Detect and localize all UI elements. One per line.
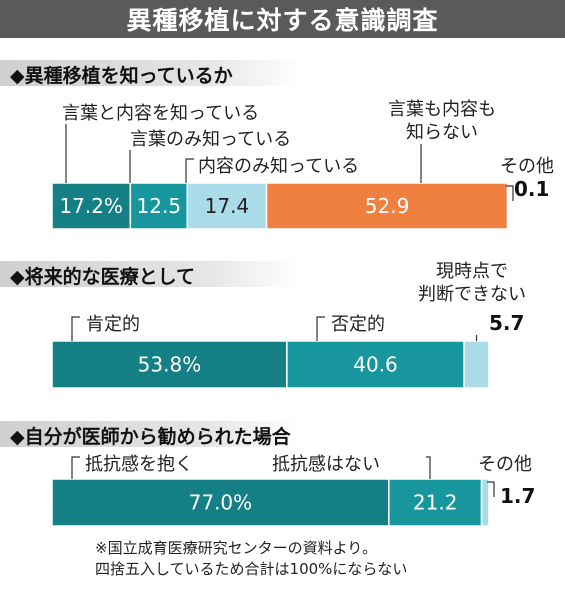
- bar-segment: [51, 182, 132, 230]
- bar-segment: [506, 182, 510, 230]
- leader-line: [426, 456, 431, 479]
- category-label: 抵抗感はない: [272, 454, 380, 475]
- category-label: 肯定的: [86, 314, 140, 335]
- category-label: その他: [478, 454, 532, 475]
- category-label: 現時点で: [436, 261, 508, 282]
- footnote-line-2: 四捨五入しているため合計は100%にならない: [95, 560, 408, 578]
- value-label: 0.1: [514, 177, 549, 201]
- chart-title: 異種移植に対する意識調査: [126, 6, 439, 35]
- bar-segment: [51, 478, 390, 527]
- category-label: 知らない: [406, 122, 478, 143]
- bar-segment: [129, 182, 189, 230]
- section-3-title: 自分が医師から勧められた場合: [24, 426, 291, 448]
- value-label: 17.4: [205, 194, 250, 218]
- value-label: 12.5: [137, 194, 182, 218]
- category-label: その他: [500, 156, 554, 177]
- category-label: 言葉も内容も: [388, 99, 496, 120]
- value-label: 53.8%: [138, 353, 202, 377]
- section-3-heading: ◆自分が医師から勧められた場合: [10, 422, 291, 449]
- section-1-header-bg: [0, 60, 300, 86]
- leader-line: [71, 456, 80, 479]
- section-3-header-bg: [0, 421, 300, 447]
- bar-segment: [51, 340, 288, 389]
- diamond-icon: ◆: [10, 266, 25, 288]
- leader-line: [506, 185, 514, 201]
- value-label: 52.9: [365, 194, 410, 218]
- value-label: 1.7: [500, 484, 535, 508]
- bar-segment: [286, 340, 465, 389]
- category-label: 言葉のみ知っている: [130, 129, 291, 150]
- diamond-icon: ◆: [10, 426, 25, 448]
- section-2-header-bg: [0, 261, 300, 287]
- bar-segment: [480, 478, 490, 527]
- category-label: 言葉と内容を知っている: [62, 103, 259, 124]
- section-1-title: 異種移植を知っているか: [24, 65, 233, 87]
- diamond-icon: ◆: [10, 65, 25, 87]
- leader-line: [71, 316, 80, 341]
- footnote: ※国立成育医療研究センターの資料より。 四捨五入しているため合計は100%になら…: [95, 538, 407, 580]
- leader-line: [185, 158, 194, 183]
- value-label: 17.2%: [59, 194, 123, 218]
- title-bar: 異種移植に対する意識調査: [0, 0, 565, 38]
- value-label: 21.2: [413, 491, 458, 515]
- category-label: 内容のみ知っている: [198, 156, 359, 177]
- value-label: 77.0%: [189, 491, 253, 515]
- category-label: 判断できない: [418, 284, 526, 305]
- footnote-line-1: ※国立成育医療研究センターの資料より。: [95, 539, 377, 557]
- section-2-title: 将来的な医療として: [24, 266, 196, 288]
- value-label: 40.6: [353, 353, 398, 377]
- leader-line: [316, 316, 325, 341]
- bar-segment: [388, 478, 483, 527]
- section-2-heading: ◆将来的な医療として: [10, 262, 195, 289]
- bar-segment: [265, 182, 509, 230]
- category-label: 否定的: [331, 314, 385, 335]
- leader-line: [487, 481, 495, 497]
- value-label: 5.7: [489, 311, 524, 335]
- section-1-heading: ◆異種移植を知っているか: [10, 61, 233, 88]
- bar-segment: [463, 340, 490, 389]
- bar-segment: [186, 182, 268, 230]
- category-label: 抵抗感を抱く: [85, 454, 193, 475]
